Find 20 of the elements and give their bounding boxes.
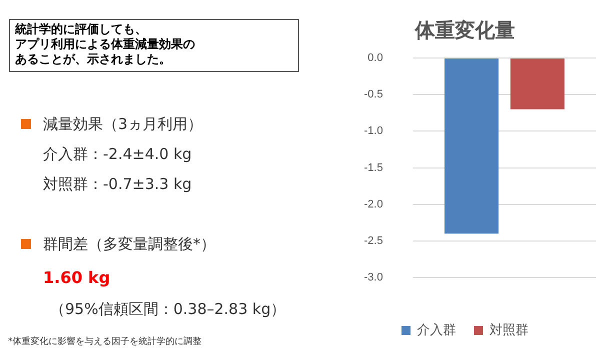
y-tick-label: -1.0 (364, 125, 383, 138)
y-tick-label: -0.5 (364, 88, 383, 101)
y-tick-label: -3.0 (364, 272, 383, 284)
legend-label: 介入群 (417, 322, 456, 338)
y-tick-label: -2.5 (364, 235, 383, 248)
text: 統計学的に評価しても、 (15, 22, 147, 37)
text: *体重変化に影響を与える因子を統計学的に調整 (8, 336, 202, 348)
text: アプリ利用による体重減量効果の (15, 37, 195, 52)
y-tick-label: -2.0 (364, 198, 383, 210)
y-tick-label: 0.0 (368, 52, 383, 64)
chart-title: 体重変化量 (414, 18, 515, 42)
y-tick-label: -1.5 (364, 162, 383, 174)
text: 介入群：-2.4±4.0 kg (43, 145, 192, 164)
text: （95%信頼区間：0.38–2.83 kg） (50, 300, 286, 319)
text: 減量効果（3ヵ月利用） (43, 115, 203, 134)
text: 1.60 kg (43, 268, 110, 287)
legend-label: 対照群 (490, 322, 528, 338)
text: 対照群：-0.7±3.3 kg (43, 175, 192, 194)
text: 群間差（多変量調整後*） (43, 235, 216, 254)
text: あることが、示されました。 (15, 52, 171, 67)
